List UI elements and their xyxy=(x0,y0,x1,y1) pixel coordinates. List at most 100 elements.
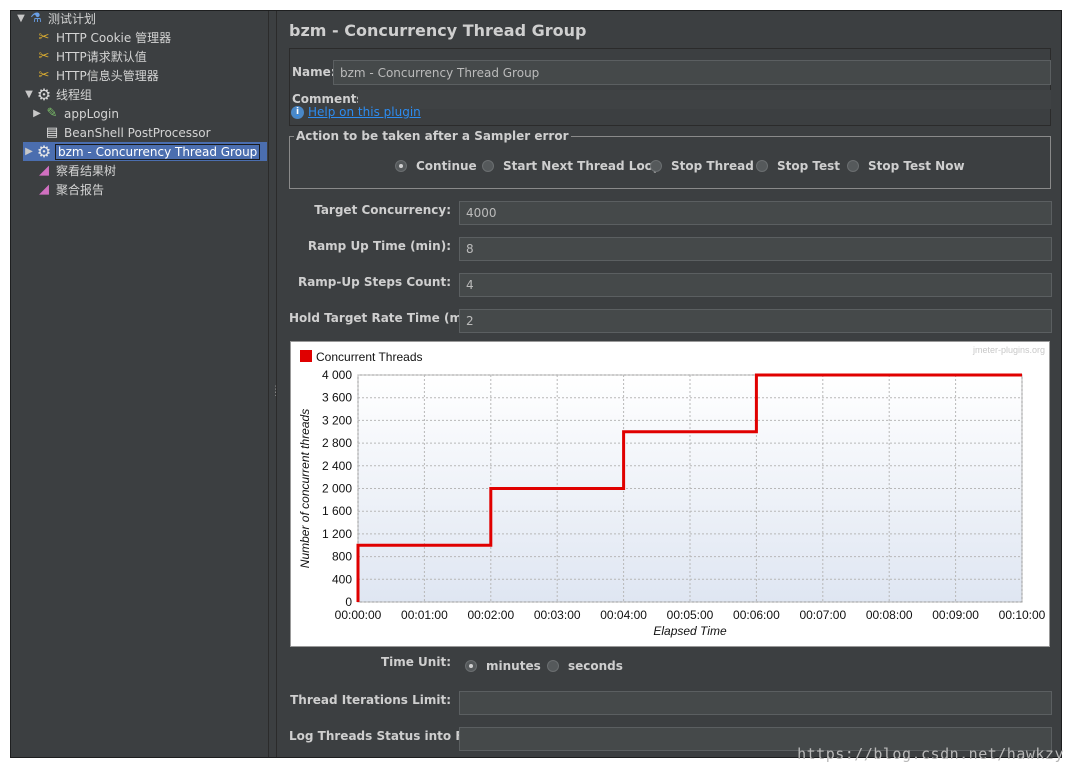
radio-start-next-loop[interactable]: Start Next Thread Loop xyxy=(482,159,662,173)
collapse-arrow-icon[interactable]: ▼ xyxy=(17,13,25,24)
radio-label: seconds xyxy=(568,659,623,673)
steps-count-label: Ramp-Up Steps Count: xyxy=(297,275,451,289)
sampler-error-group: Action to be taken after a Sampler error xyxy=(289,129,1051,189)
radio-button[interactable] xyxy=(395,160,407,172)
ramp-up-input[interactable]: 8 xyxy=(459,237,1052,261)
time-unit-label: Time Unit: xyxy=(380,655,451,669)
comments-label: Comments: xyxy=(292,92,369,106)
radio-label: Stop Test Now xyxy=(868,159,965,173)
hold-time-label: Hold Target Rate Time (min): xyxy=(289,311,485,325)
tree-item-test-plan[interactable]: ▼ ⚗ 测试计划 xyxy=(15,11,97,28)
radio-label: Stop Thread xyxy=(671,159,754,173)
tree-item-request-defaults[interactable]: ✂ HTTP请求默认值 xyxy=(35,47,147,66)
gear-icon: ⚙ xyxy=(36,85,52,104)
help-link[interactable]: i Help on this plugin xyxy=(291,105,421,119)
tree-item-label: appLogin xyxy=(64,106,119,121)
x-tick-label: 00:08:00 xyxy=(866,608,913,622)
script-icon: ▤ xyxy=(45,125,59,140)
x-tick-label: 00:10:00 xyxy=(999,608,1046,622)
name-comments-box: Name: bzm - Concurrency Thread Group Com… xyxy=(289,48,1051,126)
tree-item-label: 聚合报告 xyxy=(56,183,105,197)
series-line xyxy=(356,373,1022,602)
sampler-error-legend: Action to be taken after a Sampler error xyxy=(296,129,569,143)
radio-button[interactable] xyxy=(547,660,559,672)
radio-button[interactable] xyxy=(465,660,477,672)
y-tick-label: 0 xyxy=(345,595,352,609)
target-concurrency-input[interactable]: 4000 xyxy=(459,201,1052,225)
radio-seconds[interactable]: seconds xyxy=(547,659,623,673)
info-icon: i xyxy=(291,105,304,119)
test-plan-icon: ⚗ xyxy=(30,11,42,26)
radio-label: Start Next Thread Loop xyxy=(503,159,662,173)
x-tick-label: 00:07:00 xyxy=(799,608,846,622)
tree-item-label: 测试计划 xyxy=(48,12,97,26)
wrench-icon: ✂ xyxy=(38,68,50,83)
tree-item-label: 线程组 xyxy=(56,88,93,102)
test-plan-tree: ▼ ⚗ 测试计划 ✂ HTTP Cookie 管理器 ✂ HTTP请求默认值 ✂… xyxy=(11,11,268,757)
x-tick-label: 00:02:00 xyxy=(467,608,514,622)
tree-item-label: HTTP Cookie 管理器 xyxy=(56,31,172,45)
graph-icon: ◢ xyxy=(39,163,49,178)
radio-label: Continue xyxy=(416,159,477,173)
x-tick-label: 00:01:00 xyxy=(401,608,448,622)
tree-item-header-manager[interactable]: ✂ HTTP信息头管理器 xyxy=(35,66,159,85)
wrench-icon: ✂ xyxy=(38,30,50,45)
tree-item-applogin[interactable]: ▶ ✎ appLogin xyxy=(31,104,119,123)
tree-item-cookie-manager[interactable]: ✂ HTTP Cookie 管理器 xyxy=(35,28,172,47)
legend-swatch xyxy=(300,350,312,362)
comments-field[interactable] xyxy=(358,90,1051,109)
gear-icon: ⚙ xyxy=(36,142,52,161)
legend-label: Concurrent Threads xyxy=(316,350,423,364)
tree-item-label: 察看结果树 xyxy=(56,164,117,178)
name-field[interactable]: bzm - Concurrency Thread Group xyxy=(333,60,1051,85)
radio-stop-thread[interactable]: Stop Thread xyxy=(650,159,754,173)
log-file-input[interactable] xyxy=(459,727,1052,751)
radio-button[interactable] xyxy=(650,160,662,172)
tree-item-results-tree[interactable]: ◢ 察看结果树 xyxy=(35,161,116,180)
help-link-text[interactable]: Help on this plugin xyxy=(308,105,421,119)
expand-arrow-icon[interactable]: ▶ xyxy=(33,108,41,119)
y-axis-label: Number of concurrent threads xyxy=(298,409,312,568)
y-tick-label: 400 xyxy=(332,572,352,586)
tree-item-beanshell[interactable]: ▤ BeanShell PostProcessor xyxy=(43,123,211,142)
ramp-up-label: Ramp Up Time (min): xyxy=(307,239,451,253)
chart-credit: jmeter-plugins.org xyxy=(972,345,1045,355)
x-tick-label: 00:00:00 xyxy=(335,608,382,622)
x-tick-label: 00:05:00 xyxy=(667,608,714,622)
split-pane-divider[interactable]: ⋮ ⋮ xyxy=(268,11,280,757)
iterations-limit-input[interactable] xyxy=(459,691,1052,715)
x-tick-label: 00:06:00 xyxy=(733,608,780,622)
radio-button[interactable] xyxy=(756,160,768,172)
wrench-icon: ✂ xyxy=(38,49,50,64)
radio-stop-test-now[interactable]: Stop Test Now xyxy=(847,159,965,173)
x-tick-label: 00:03:00 xyxy=(534,608,581,622)
y-tick-label: 3 600 xyxy=(322,391,352,405)
radio-button[interactable] xyxy=(847,160,859,172)
radio-minutes[interactable]: minutes xyxy=(465,659,541,673)
hold-time-input[interactable]: 2 xyxy=(459,309,1052,333)
jmeter-window: ▼ ⚗ 测试计划 ✂ HTTP Cookie 管理器 ✂ HTTP请求默认值 ✂… xyxy=(10,10,1062,758)
radio-stop-test[interactable]: Stop Test xyxy=(756,159,840,173)
chart-svg: 00:00:00 00:01:00 00:02:00 00:03:00 00:04:00… xyxy=(298,345,1046,638)
tree-item-aggregate-report[interactable]: ◢ 聚合报告 xyxy=(35,180,104,199)
page-title: bzm - Concurrency Thread Group xyxy=(289,21,587,40)
y-tick-label: 4 000 xyxy=(322,368,352,382)
tree-item-thread-group[interactable]: ▼ ⚙ 线程组 xyxy=(23,85,92,104)
radio-label: minutes xyxy=(486,659,541,673)
y-tick-label: 2 000 xyxy=(322,482,352,496)
collapse-arrow-icon[interactable]: ▼ xyxy=(25,89,33,100)
concurrency-chart: 00:00:00 00:01:00 00:02:00 00:03:00 00:04:00… xyxy=(290,341,1050,647)
y-tick-label: 2 800 xyxy=(322,436,352,450)
radio-label: Stop Test xyxy=(777,159,840,173)
y-tick-label: 3 200 xyxy=(322,413,352,427)
x-tick-label: 00:09:00 xyxy=(932,608,979,622)
target-concurrency-label: Target Concurrency: xyxy=(314,203,451,217)
tree-item-label: HTTP请求默认值 xyxy=(56,50,147,64)
tree-item-concurrency-thread-group[interactable]: ▶ ⚙ bzm - Concurrency Thread Group xyxy=(23,142,267,161)
radio-button[interactable] xyxy=(482,160,494,172)
x-axis-label: Elapsed Time xyxy=(653,624,727,638)
expand-arrow-icon[interactable]: ▶ xyxy=(25,146,33,157)
graph-icon: ◢ xyxy=(39,182,49,197)
steps-count-input[interactable]: 4 xyxy=(459,273,1052,297)
radio-continue[interactable]: Continue xyxy=(395,159,477,173)
